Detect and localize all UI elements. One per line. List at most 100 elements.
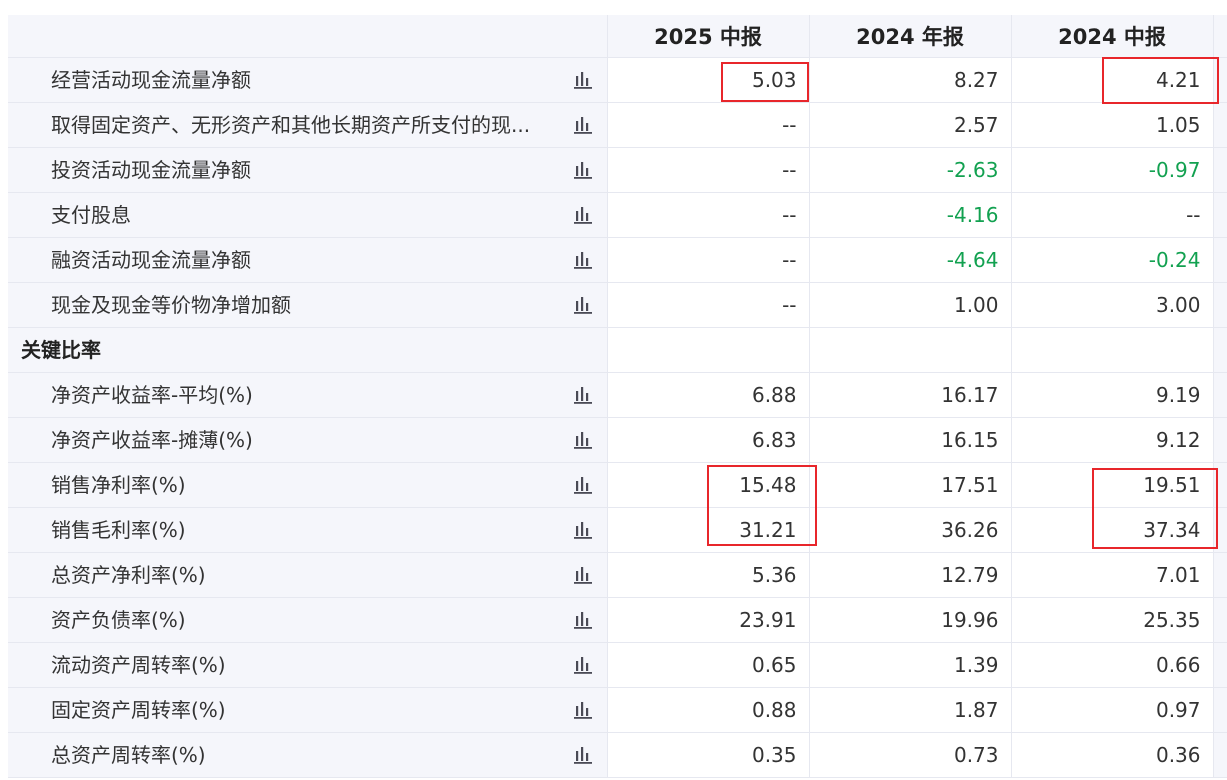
value-cell: -- <box>607 282 810 328</box>
row-label: 销售毛利率(%) <box>51 517 186 542</box>
table-row: 总资产周转率(%) 0.35 0.73 0.36 <box>8 732 1227 778</box>
extra-cell <box>1213 282 1227 328</box>
value-cell: 0.65 <box>607 642 810 688</box>
table-row: 经营活动现金流量净额 5.03 8.27 4.21 <box>8 57 1227 103</box>
value-cell: 4.21 <box>1011 57 1214 103</box>
bar-chart-icon[interactable] <box>573 295 593 315</box>
extra-cell <box>1213 192 1227 238</box>
value-cell <box>809 327 1012 373</box>
value-cell: 7.01 <box>1011 552 1214 598</box>
extra-cell <box>1213 327 1227 373</box>
row-label-cell: 净资产收益率-摊薄(%) <box>8 417 608 463</box>
value-cell: 9.12 <box>1011 417 1214 463</box>
value-cell: -0.24 <box>1011 237 1214 283</box>
row-label-cell: 销售毛利率(%) <box>8 507 608 553</box>
value-cell: -- <box>607 192 810 238</box>
value-cell: -2.63 <box>809 147 1012 193</box>
value-cell: 8.27 <box>809 57 1012 103</box>
header-extra <box>1213 15 1227 58</box>
section-header: 关键比率 <box>8 327 608 373</box>
row-label: 流动资产周转率(%) <box>51 652 226 677</box>
row-label-cell: 支付股息 <box>8 192 608 238</box>
row-label-cell: 总资产周转率(%) <box>8 732 608 778</box>
bar-chart-icon[interactable] <box>573 430 593 450</box>
table-row: 取得固定资产、无形资产和其他长期资产所支付的现... -- 2.57 1.05 <box>8 102 1227 148</box>
table-row: 销售毛利率(%) 31.21 36.26 37.34 <box>8 507 1227 553</box>
bar-chart-icon[interactable] <box>573 70 593 90</box>
row-label-cell: 净资产收益率-平均(%) <box>8 372 608 418</box>
row-label: 支付股息 <box>51 202 131 227</box>
bar-chart-icon[interactable] <box>573 205 593 225</box>
row-label: 销售净利率(%) <box>51 472 186 497</box>
value-cell <box>1011 327 1214 373</box>
column-header[interactable]: 2024 年报 <box>809 15 1012 58</box>
value-cell: 19.96 <box>809 597 1012 643</box>
value-cell: 0.36 <box>1011 732 1214 778</box>
header-blank <box>8 15 608 58</box>
value-cell: 9.19 <box>1011 372 1214 418</box>
table-row: 流动资产周转率(%) 0.65 1.39 0.66 <box>8 642 1227 688</box>
row-label: 融资活动现金流量净额 <box>51 247 251 272</box>
row-label-cell: 投资活动现金流量净额 <box>8 147 608 193</box>
row-label-cell: 现金及现金等价物净增加额 <box>8 282 608 328</box>
section-row: 关键比率 <box>8 327 1227 373</box>
table-row: 支付股息 -- -4.16 -- <box>8 192 1227 238</box>
bar-chart-icon[interactable] <box>573 655 593 675</box>
extra-cell <box>1213 57 1227 103</box>
row-label: 固定资产周转率(%) <box>51 697 226 722</box>
row-label: 投资活动现金流量净额 <box>51 157 251 182</box>
row-label: 总资产周转率(%) <box>51 742 206 767</box>
value-cell: 12.79 <box>809 552 1012 598</box>
column-header[interactable]: 2024 中报 <box>1011 15 1214 58</box>
bar-chart-icon[interactable] <box>573 610 593 630</box>
bar-chart-icon[interactable] <box>573 385 593 405</box>
value-cell: 23.91 <box>607 597 810 643</box>
extra-cell <box>1213 687 1227 733</box>
bar-chart-icon[interactable] <box>573 115 593 135</box>
row-label-cell: 固定资产周转率(%) <box>8 687 608 733</box>
bar-chart-icon[interactable] <box>573 700 593 720</box>
value-cell: 16.15 <box>809 417 1012 463</box>
extra-cell <box>1213 237 1227 283</box>
value-cell: 17.51 <box>809 462 1012 508</box>
table-header-row: 2025 中报 2024 年报 2024 中报 <box>8 15 1227 58</box>
value-cell: -4.64 <box>809 237 1012 283</box>
row-label-cell: 取得固定资产、无形资产和其他长期资产所支付的现... <box>8 102 608 148</box>
bar-chart-icon[interactable] <box>573 475 593 495</box>
row-label: 净资产收益率-摊薄(%) <box>51 427 253 452</box>
value-cell: -0.97 <box>1011 147 1214 193</box>
table-row: 净资产收益率-摊薄(%) 6.83 16.15 9.12 <box>8 417 1227 463</box>
extra-cell <box>1213 147 1227 193</box>
bar-chart-icon[interactable] <box>573 565 593 585</box>
extra-cell <box>1213 642 1227 688</box>
value-cell: 2.57 <box>809 102 1012 148</box>
bar-chart-icon[interactable] <box>573 520 593 540</box>
extra-cell <box>1213 372 1227 418</box>
value-cell: 0.66 <box>1011 642 1214 688</box>
bar-chart-icon[interactable] <box>573 160 593 180</box>
value-cell: 31.21 <box>607 507 810 553</box>
bar-chart-icon[interactable] <box>573 745 593 765</box>
bar-chart-icon[interactable] <box>573 250 593 270</box>
table-row: 固定资产周转率(%) 0.88 1.87 0.97 <box>8 687 1227 733</box>
value-cell: 1.05 <box>1011 102 1214 148</box>
value-cell: 0.35 <box>607 732 810 778</box>
value-cell: 16.17 <box>809 372 1012 418</box>
extra-cell <box>1213 462 1227 508</box>
table-row: 资产负债率(%) 23.91 19.96 25.35 <box>8 597 1227 643</box>
table-row: 融资活动现金流量净额 -- -4.64 -0.24 <box>8 237 1227 283</box>
value-cell: 0.88 <box>607 687 810 733</box>
extra-cell <box>1213 417 1227 463</box>
value-cell: -- <box>607 237 810 283</box>
value-cell: -- <box>607 147 810 193</box>
row-label: 资产负债率(%) <box>51 607 186 632</box>
value-cell: 3.00 <box>1011 282 1214 328</box>
table-row: 现金及现金等价物净增加额 -- 1.00 3.00 <box>8 282 1227 328</box>
value-cell: 6.88 <box>607 372 810 418</box>
extra-cell <box>1213 597 1227 643</box>
value-cell: -- <box>1011 192 1214 238</box>
value-cell: -- <box>607 102 810 148</box>
value-cell: 1.87 <box>809 687 1012 733</box>
extra-cell <box>1213 507 1227 553</box>
column-header[interactable]: 2025 中报 <box>607 15 810 58</box>
